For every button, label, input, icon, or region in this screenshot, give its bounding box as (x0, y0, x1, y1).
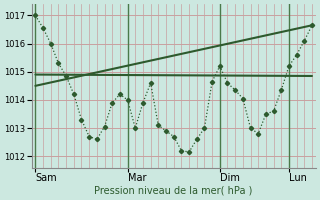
X-axis label: Pression niveau de la mer( hPa ): Pression niveau de la mer( hPa ) (94, 186, 253, 196)
